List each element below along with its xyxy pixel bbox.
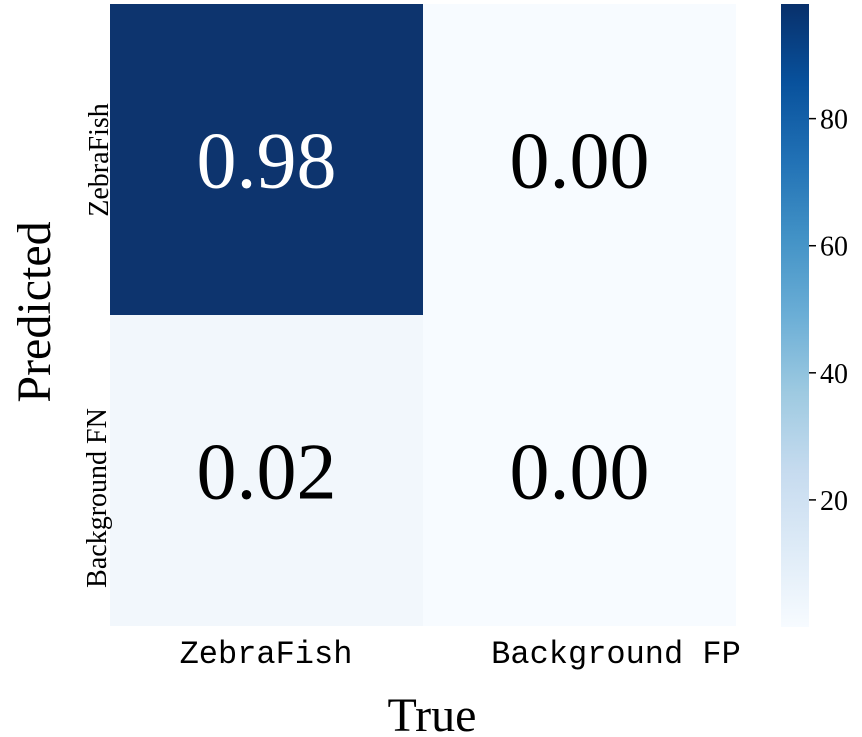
- heatmap-cell-r1-c1: [423, 315, 736, 626]
- x-tick-label-zebrafish: ZebraFish: [180, 636, 353, 673]
- x-tick-label-background-fp: Background FP: [491, 636, 741, 673]
- heatmap-cell-value-r1-c0: 0.02: [197, 429, 337, 517]
- heatmap-cell-value-r0-c0: 0.98: [197, 118, 337, 206]
- heatmap-cell-labels: 0.98 0.00 0.02 0.00: [197, 118, 650, 517]
- colorbar-ticks: 20 40 60 80: [809, 105, 848, 517]
- heatmap-cell-r1-c0: [110, 315, 423, 626]
- colorbar: [781, 4, 809, 627]
- x-axis-label: True: [388, 689, 477, 737]
- heatmap-cell-r0-c0: [110, 4, 423, 315]
- heatmap-cell-value-r0-c1: 0.00: [510, 118, 650, 206]
- y-tick-label-zebrafish: ZebraFish: [84, 103, 115, 217]
- colorbar-tick-label-80: 80: [820, 105, 848, 136]
- colorbar-tick-label-40: 40: [820, 359, 848, 390]
- colorbar-tick-label-60: 60: [820, 232, 848, 263]
- heatmap-cells: [110, 4, 736, 626]
- heatmap-cell-r0-c1: [423, 4, 736, 315]
- y-axis-label: Predicted: [8, 221, 61, 402]
- heatmap-cell-value-r1-c1: 0.00: [510, 429, 650, 517]
- y-tick-label-background-fn: Background FN: [82, 408, 113, 588]
- colorbar-tick-label-20: 20: [820, 486, 848, 517]
